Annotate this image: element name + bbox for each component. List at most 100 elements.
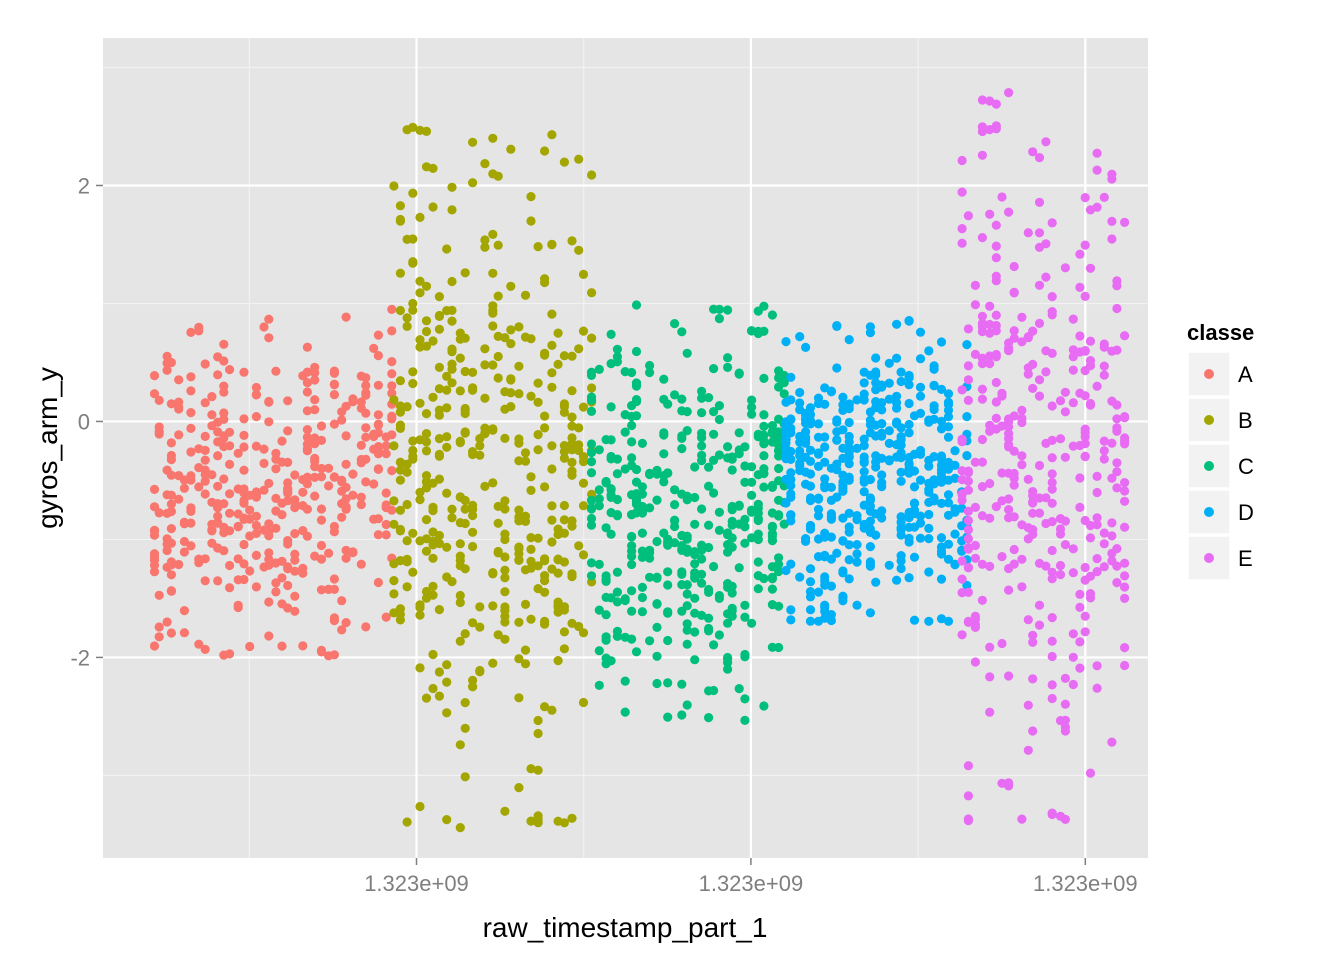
data-point [526,472,536,482]
data-point [997,468,1007,478]
data-point [714,414,725,425]
data-point [395,305,405,316]
data-point [1092,381,1102,391]
data-point [1047,307,1057,317]
data-point [200,476,210,486]
data-point [1092,513,1102,523]
data-point [1028,630,1038,640]
data-point [977,311,988,321]
data-point [697,441,707,451]
data-point [1107,737,1117,747]
data-point [455,823,465,833]
data-point [547,130,557,140]
data-point [174,430,184,440]
data-point [714,525,725,536]
data-point [977,482,988,492]
data-point [493,291,503,301]
data-point [480,242,490,252]
data-point [1112,303,1122,314]
data-point [520,645,531,655]
data-point [963,395,974,405]
data-point [601,632,611,642]
data-point [329,613,339,623]
data-point [389,441,399,451]
data-point [547,382,557,392]
data-point [977,122,988,132]
data-point [395,216,405,226]
data-point [298,568,308,578]
data-point [567,516,577,526]
data-point [506,402,516,412]
data-point [526,216,536,226]
data-point [909,466,920,476]
data-point [408,305,418,315]
data-point [682,589,692,599]
data-point [1120,558,1130,568]
data-point [1034,153,1045,163]
data-point [200,359,210,369]
data-point [859,487,869,497]
data-point [567,572,577,582]
data-point [884,438,894,448]
data-point [970,657,981,667]
data-point [915,327,926,337]
data-point [663,635,673,646]
data-point [844,459,854,469]
data-point [637,482,648,492]
data-point [612,469,623,479]
y-tick-label: -2 [70,645,90,670]
data-point [488,360,498,370]
data-point [225,508,235,518]
data-point [219,356,229,366]
data-point [645,503,655,513]
data-point [1092,165,1102,175]
data-point [460,408,470,419]
data-point [1092,683,1102,693]
data-point [1075,502,1085,512]
data-point [567,236,577,246]
data-point [970,620,981,630]
data-point [316,540,327,551]
data-point [1120,486,1130,496]
data-point [892,353,902,363]
data-point [697,408,707,418]
data-point [690,559,700,569]
data-point [977,434,988,445]
data-point [1009,411,1019,421]
data-point [540,576,550,586]
data-point [832,459,842,469]
data-point [341,482,351,492]
data-point [601,571,611,581]
data-point [488,229,498,239]
data-point [957,574,967,584]
data-point [408,298,418,309]
data-point [455,386,465,396]
data-point [460,504,470,514]
data-point [259,444,269,454]
data-point [514,654,524,664]
data-point [434,530,444,541]
data-point [682,619,692,629]
data-point [924,346,934,356]
data-point [1009,473,1019,483]
data-point [447,359,457,369]
data-point [395,423,405,433]
data-point [1047,477,1057,488]
data-point [447,316,457,326]
data-point [316,515,327,525]
data-point [601,477,611,487]
data-point [264,478,274,488]
data-point [480,235,490,245]
data-point [1028,326,1038,336]
data-point [896,376,906,387]
data-point [759,451,769,461]
data-point [500,433,510,443]
data-point [896,563,906,574]
data-point [460,366,470,377]
data-point [1009,512,1019,522]
data-point [480,360,490,370]
data-point [373,351,383,361]
data-point [753,584,763,594]
data-point [402,582,412,592]
data-point [734,684,744,694]
